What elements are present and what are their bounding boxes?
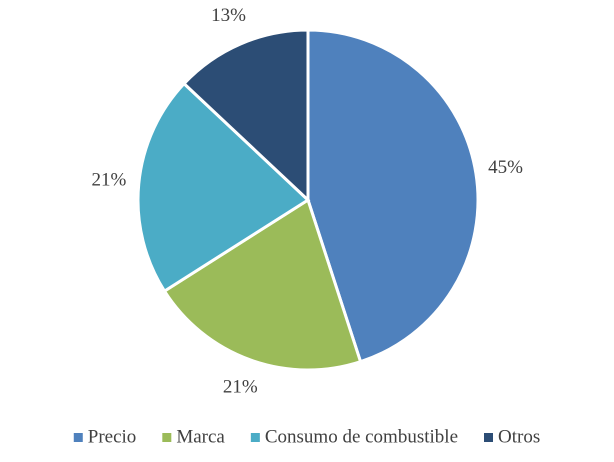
data-label: 21% bbox=[91, 170, 126, 191]
legend-label: Precio bbox=[88, 426, 137, 447]
legend-marker bbox=[162, 433, 171, 442]
legend-marker bbox=[74, 433, 83, 442]
legend-label: Otros bbox=[498, 426, 540, 447]
chart: 45% 21% 21% 13% Precio Marca Consumo de combus… bbox=[0, 0, 614, 462]
legend-marker bbox=[484, 433, 493, 442]
data-label: 13% bbox=[211, 5, 246, 26]
legend-label: Consumo de combustible bbox=[265, 426, 458, 447]
data-label: 45% bbox=[488, 157, 523, 178]
legend-marker bbox=[251, 433, 260, 442]
legend-label: Marca bbox=[176, 426, 225, 447]
data-label: 21% bbox=[223, 377, 258, 398]
